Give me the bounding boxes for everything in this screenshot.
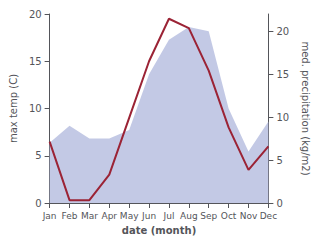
svg-text:Jan: Jan <box>42 211 57 221</box>
svg-text:5: 5 <box>35 150 41 161</box>
svg-text:Aug: Aug <box>180 211 198 221</box>
svg-text:Sep: Sep <box>200 211 217 221</box>
svg-text:Feb: Feb <box>62 211 78 221</box>
svg-text:date (month): date (month) <box>122 225 196 236</box>
svg-text:20: 20 <box>29 9 42 20</box>
svg-text:Jul: Jul <box>163 211 175 221</box>
svg-text:5: 5 <box>276 155 282 166</box>
svg-text:10: 10 <box>29 103 42 114</box>
svg-text:Dec: Dec <box>260 211 277 221</box>
svg-text:0: 0 <box>35 198 41 209</box>
svg-text:15: 15 <box>29 56 42 67</box>
svg-text:Oct: Oct <box>221 211 237 221</box>
svg-text:0: 0 <box>276 198 282 209</box>
svg-text:Apr: Apr <box>101 211 117 221</box>
svg-text:15: 15 <box>276 69 289 80</box>
svg-text:10: 10 <box>276 112 289 123</box>
svg-text:Nov: Nov <box>240 211 258 221</box>
svg-text:Mar: Mar <box>81 211 98 221</box>
svg-text:med. precipitation (kg/m2): med. precipitation (kg/m2) <box>300 41 311 175</box>
svg-text:Jun: Jun <box>141 211 156 221</box>
svg-text:May: May <box>120 211 139 221</box>
svg-text:max temp (C): max temp (C) <box>8 74 19 143</box>
svg-text:20: 20 <box>276 26 289 37</box>
